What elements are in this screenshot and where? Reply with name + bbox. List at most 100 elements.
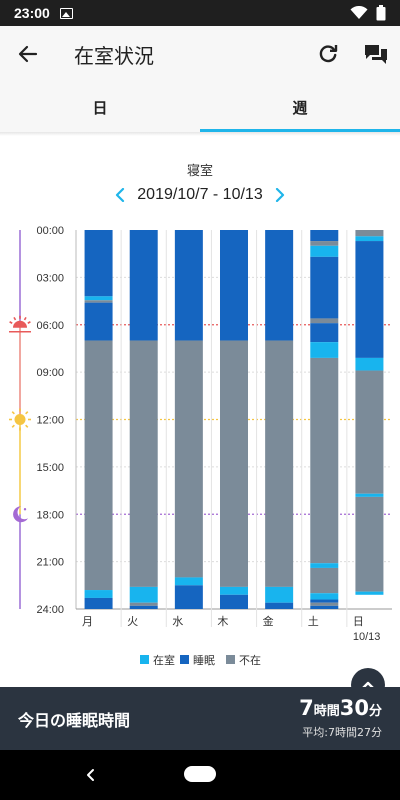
bar-segment-不在: [310, 602, 339, 606]
x-tick-label: 月: [82, 615, 93, 628]
sleep-average: 平均:7時間27分: [302, 726, 382, 739]
refresh-icon: [319, 45, 338, 63]
bar-segment-在室: [310, 245, 339, 257]
room-title: 寝室: [186, 164, 213, 179]
bar-segment-在室: [310, 563, 339, 568]
week-range: 2019/10/7 - 10/13: [137, 186, 263, 203]
legend-label: 不在: [239, 654, 261, 667]
sleep-minutes-unit: 分: [368, 704, 382, 719]
y-tick-label: 18:00: [36, 509, 64, 521]
bar-segment-不在: [129, 340, 158, 587]
status-time: 23:00: [14, 5, 50, 21]
next-week-button[interactable]: [269, 183, 291, 207]
bar-segment-睡眠: [310, 323, 339, 343]
bar-segment-不在: [84, 300, 113, 303]
bar-segment-不在: [265, 340, 294, 587]
x-tick-label: 金: [263, 614, 274, 628]
weekly-occupancy-chart: 00:00 03:00 06:00 09:00 12:00 15:00 18:00 21:00…: [9, 225, 392, 667]
battery-icon: [376, 5, 386, 21]
bar-segment-睡眠: [129, 605, 158, 609]
y-tick-label: 12:00: [36, 415, 64, 427]
y-tick-label: 24:00: [36, 604, 64, 616]
image-notification-icon: [59, 7, 73, 19]
period-tabs: 日 週: [0, 82, 400, 132]
chart-area: 寝室 2019/10/7 - 10/13 00:00 03:00 06:00 09:0…: [0, 136, 400, 687]
system-back-button[interactable]: [78, 763, 102, 787]
y-tick-label: 06:00: [36, 320, 64, 332]
sleep-hours-unit: 時間: [313, 704, 340, 719]
bar-segment-在室: [355, 236, 384, 242]
bar-segment-睡眠: [310, 230, 339, 242]
legend-swatch: [140, 655, 149, 664]
bar-segment-不在: [310, 567, 339, 594]
bar-segment-在室: [84, 590, 113, 598]
bar-segment-睡眠: [220, 230, 248, 341]
bar-segment-不在: [220, 340, 248, 587]
x-tick-label: 木: [217, 615, 228, 628]
bar-segment-不在: [310, 241, 339, 246]
bar-segment-睡眠: [84, 597, 113, 609]
system-home-button[interactable]: [184, 766, 216, 782]
timeline-segment: [19, 230, 21, 325]
y-tick-label: 03:00: [36, 272, 64, 284]
bar-segment-在室: [355, 591, 384, 595]
y-tick-label: 21:00: [36, 557, 64, 569]
chat-button[interactable]: [352, 26, 400, 82]
chevron-left-icon: [116, 188, 125, 202]
legend-label: 睡眠: [193, 654, 215, 667]
timeline-segment: [19, 514, 21, 609]
y-tick-label: 15:00: [36, 462, 64, 474]
page-title: 在室状況: [74, 45, 154, 68]
bar-segment-不在: [355, 230, 384, 237]
bar-segment-在室: [129, 586, 158, 603]
legend-swatch: [226, 655, 235, 664]
bar-segment-睡眠: [220, 594, 248, 609]
sleep-time-value: 7時間30分: [299, 696, 382, 720]
bar-segment-不在: [174, 340, 203, 578]
x-tick-label: 日: [353, 615, 364, 628]
bar-segment-睡眠: [129, 230, 158, 341]
bar-segment-在室: [265, 586, 294, 603]
tab-week[interactable]: 週: [200, 82, 400, 132]
bar-segment-在室: [174, 577, 203, 586]
bar-segment-在室: [355, 493, 384, 497]
y-tick-label: 00:00: [36, 225, 64, 237]
bar-segment-睡眠: [174, 230, 203, 341]
timeline-segment: [19, 419, 21, 515]
bar-segment-睡眠: [310, 599, 339, 603]
x-tick-label: 火: [127, 615, 138, 628]
sleep-summary-sheet: 今日の睡眠時間 7時間30分 平均:7時間27分: [0, 687, 400, 750]
x-tick-label: 水: [172, 615, 183, 628]
bar-segment-在室: [310, 342, 339, 358]
bar-segment-不在: [129, 602, 158, 606]
system-navigation-bar: [0, 750, 400, 800]
system-back-icon: [87, 769, 94, 781]
bar-segment-不在: [84, 340, 113, 591]
sun-icon: [9, 408, 31, 431]
timeline-segment: [19, 324, 21, 420]
bar-segment-睡眠: [84, 302, 113, 341]
chevron-up-icon: [361, 681, 375, 690]
bar-segment-睡眠: [310, 605, 339, 609]
legend-swatch: [180, 655, 189, 664]
sleep-time-label: 今日の睡眠時間: [18, 711, 131, 730]
x-tick-sublabel: 10/13: [353, 631, 381, 643]
bar-segment-睡眠: [84, 230, 113, 297]
previous-week-button[interactable]: [109, 183, 131, 207]
bar-segment-在室: [84, 296, 113, 301]
status-icons: [350, 5, 386, 21]
app-bar: 在室状況: [0, 26, 400, 82]
bar-segment-不在: [355, 496, 384, 592]
week-navigator: 2019/10/7 - 10/13: [0, 183, 400, 207]
sunrise-icon: [9, 315, 31, 333]
x-tick-label: 土: [308, 615, 319, 628]
bar-segment-在室: [310, 593, 339, 600]
status-bar: 23:00: [0, 0, 400, 26]
back-button[interactable]: [0, 26, 56, 82]
sleep-hours: 7: [299, 696, 314, 720]
bar-segment-睡眠: [355, 241, 384, 358]
moon-icon: [13, 506, 28, 523]
tab-day[interactable]: 日: [92, 98, 108, 117]
refresh-button[interactable]: [304, 26, 352, 82]
tabs-divider: [0, 132, 400, 136]
